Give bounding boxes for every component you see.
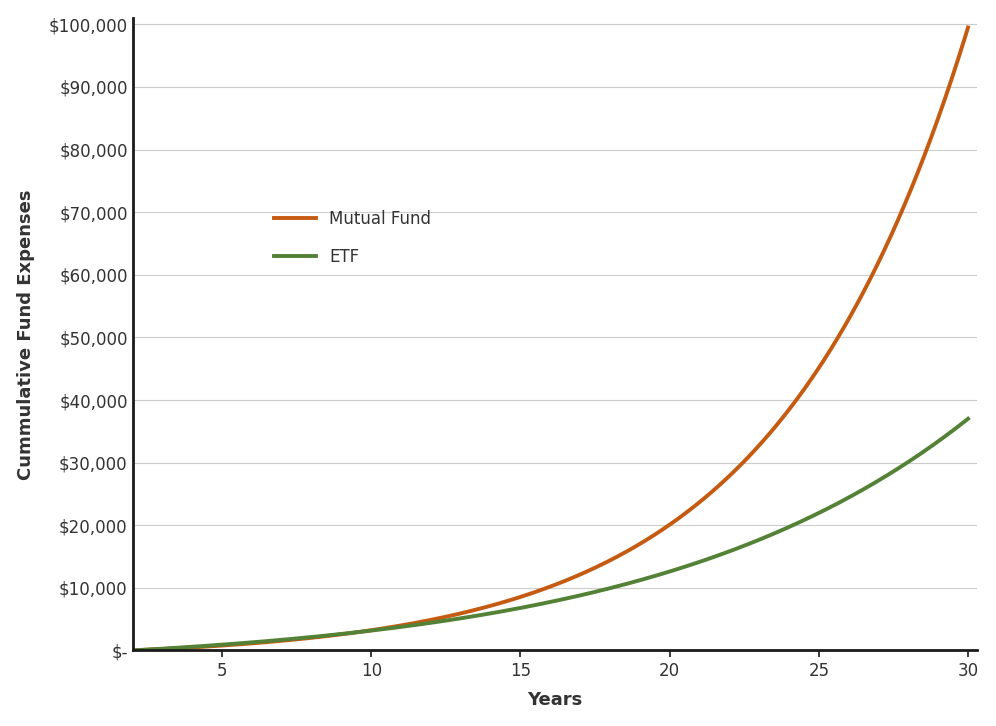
ETF	[942, 430, 954, 439]
Mutual Fund	[579, 568, 591, 577]
Line: ETF: ETF	[132, 419, 968, 650]
Mutual Fund	[126, 646, 138, 655]
ETF	[126, 646, 138, 655]
ETF	[579, 590, 591, 599]
Mutual Fund	[942, 86, 954, 94]
Mutual Fund	[812, 366, 824, 375]
Mutual Fund	[962, 23, 974, 32]
ETF	[962, 415, 974, 423]
ETF	[529, 601, 541, 610]
Legend: Mutual Fund, ETF: Mutual Fund, ETF	[268, 203, 438, 273]
Line: Mutual Fund: Mutual Fund	[132, 28, 968, 650]
ETF	[523, 602, 535, 611]
Y-axis label: Cummulative Fund Expenses: Cummulative Fund Expenses	[17, 189, 35, 480]
ETF	[812, 510, 824, 518]
X-axis label: Years: Years	[527, 691, 583, 709]
Mutual Fund	[523, 590, 535, 598]
Mutual Fund	[529, 588, 541, 597]
ETF	[623, 579, 635, 587]
Mutual Fund	[623, 545, 635, 554]
